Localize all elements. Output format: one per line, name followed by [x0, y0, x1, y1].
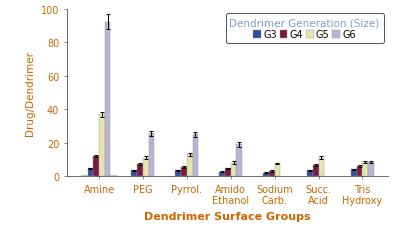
Bar — [362, 162, 368, 176]
Bar — [175, 170, 181, 176]
Bar — [351, 170, 357, 176]
Bar — [87, 169, 93, 176]
Bar — [263, 173, 269, 176]
Bar — [307, 170, 313, 176]
Bar — [149, 134, 154, 176]
Bar — [368, 162, 374, 176]
Legend: G3, G4, G5, G6: G3, G4, G5, G6 — [225, 14, 384, 44]
Bar — [137, 164, 143, 176]
Bar — [193, 135, 198, 176]
Bar — [313, 165, 318, 176]
Bar — [99, 115, 105, 176]
Bar — [187, 155, 193, 176]
Bar — [225, 169, 231, 176]
Y-axis label: Drug/Dendrimer: Drug/Dendrimer — [25, 51, 35, 135]
Bar — [318, 158, 324, 176]
Bar — [132, 170, 137, 176]
Bar — [105, 23, 110, 176]
Bar — [275, 164, 280, 176]
Bar — [181, 167, 187, 176]
Bar — [219, 172, 225, 176]
Bar — [231, 163, 236, 176]
Bar — [269, 171, 275, 176]
Bar — [357, 166, 362, 176]
Bar — [143, 158, 149, 176]
Bar — [93, 156, 99, 176]
Bar — [236, 145, 242, 176]
X-axis label: Dendrimer Surface Groups: Dendrimer Surface Groups — [144, 211, 311, 221]
